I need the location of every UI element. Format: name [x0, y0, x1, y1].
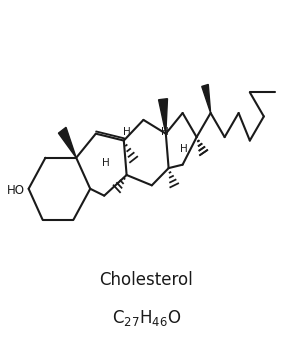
Text: HO: HO	[6, 184, 24, 197]
Polygon shape	[202, 84, 211, 113]
Text: H: H	[123, 127, 131, 137]
Text: H: H	[161, 127, 168, 137]
Text: H: H	[102, 158, 110, 168]
Polygon shape	[159, 99, 168, 134]
Text: H: H	[180, 144, 188, 154]
Text: Cholesterol: Cholesterol	[99, 271, 193, 289]
Polygon shape	[58, 127, 76, 158]
Text: $\mathregular{C_{27}H_{46}O}$: $\mathregular{C_{27}H_{46}O}$	[112, 308, 181, 328]
